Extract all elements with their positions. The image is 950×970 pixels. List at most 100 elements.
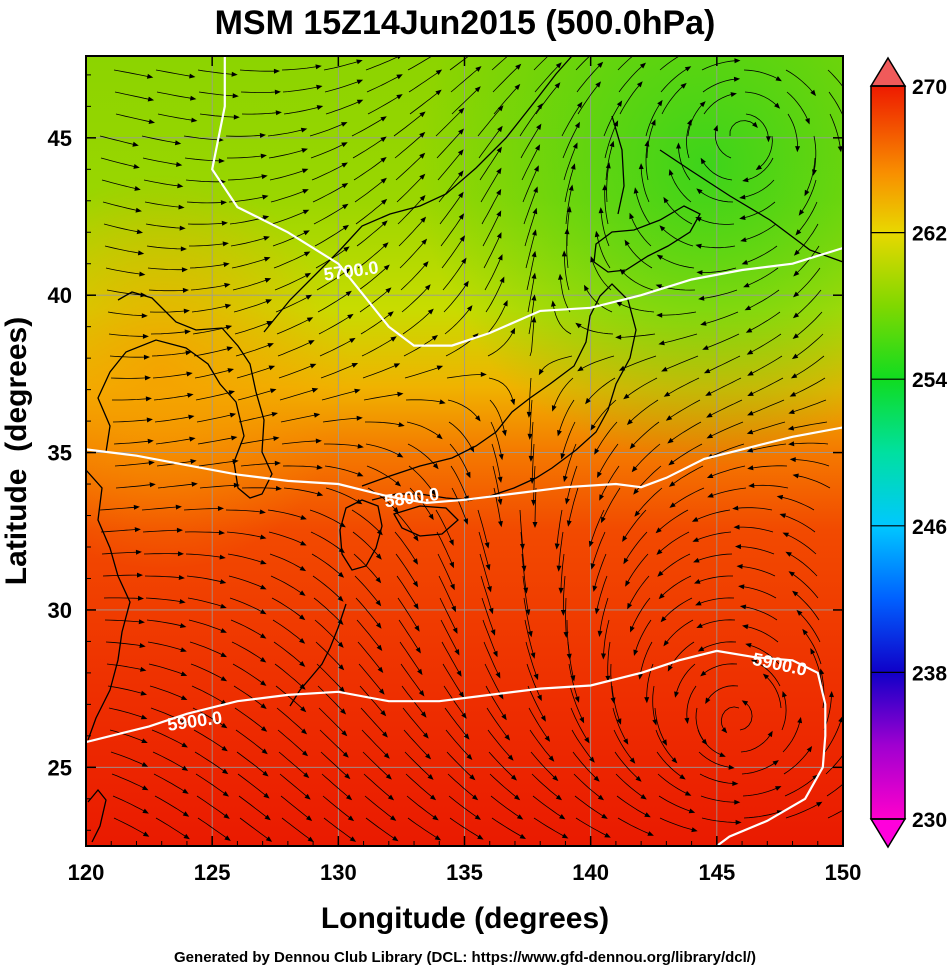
streamline — [267, 129, 303, 137]
streamline — [672, 443, 703, 463]
streamline-arrowhead — [261, 748, 268, 755]
streamline — [590, 509, 605, 543]
streamline-arrowhead — [181, 742, 188, 748]
streamline — [155, 438, 191, 445]
streamline-arrowhead — [644, 140, 650, 147]
x-tick-label: 140 — [572, 860, 609, 885]
streamline-arrowhead — [658, 340, 665, 346]
streamline — [358, 663, 382, 692]
streamline — [152, 373, 188, 379]
streamline-arrowhead — [660, 616, 667, 623]
streamline-arrowhead — [696, 188, 703, 195]
streamline-arrowhead — [342, 203, 349, 210]
streamline — [144, 201, 180, 208]
streamline — [478, 129, 501, 159]
streamline-arrowhead — [705, 391, 712, 396]
streamline-arrowhead — [829, 691, 834, 698]
streamline — [233, 685, 263, 707]
streamline — [620, 333, 656, 338]
streamline-arrowhead — [218, 530, 225, 536]
streamline-arrowhead — [810, 89, 816, 97]
streamline — [813, 135, 817, 171]
streamline — [660, 256, 695, 269]
streamline — [198, 460, 234, 467]
streamline — [637, 487, 663, 514]
streamline — [611, 685, 620, 721]
streamline — [492, 66, 518, 93]
streamline-arrowhead — [337, 571, 345, 578]
streamline — [798, 201, 818, 232]
streamline-arrowhead — [263, 236, 270, 241]
streamline-arrowhead — [412, 558, 418, 565]
streamline-arrowhead — [306, 317, 314, 323]
streamline-arrowhead — [262, 215, 270, 221]
streamline-arrowhead — [182, 287, 189, 293]
streamline — [592, 399, 617, 427]
streamline — [652, 685, 656, 721]
streamline — [450, 68, 478, 93]
streamline-arrowhead — [787, 425, 795, 431]
streamline — [441, 641, 460, 673]
streamline — [743, 811, 779, 819]
streamline-arrowhead — [793, 270, 800, 277]
streamline-arrowhead — [302, 189, 309, 194]
streamline — [439, 597, 456, 630]
streamline-arrowhead — [187, 392, 194, 398]
streamline-arrowhead — [684, 790, 692, 796]
streamline-arrowhead — [700, 670, 707, 677]
streamline-arrowhead — [299, 683, 306, 690]
streamline-arrowhead — [691, 827, 698, 833]
streamline-arrowhead — [457, 149, 464, 156]
streamline-arrowhead — [260, 633, 267, 639]
streamline-arrowhead — [496, 167, 502, 175]
streamline — [482, 619, 496, 653]
streamline — [270, 190, 305, 203]
streamline-arrowhead — [521, 565, 527, 572]
streamline-arrowhead — [233, 482, 240, 488]
streamline — [657, 773, 688, 794]
streamline — [560, 553, 565, 589]
streamline-arrowhead — [510, 398, 516, 406]
streamline-arrowhead — [439, 399, 446, 405]
streamline — [477, 108, 501, 137]
streamline — [486, 707, 508, 737]
streamline — [661, 85, 684, 115]
streamline-arrowhead — [566, 206, 572, 213]
streamline — [144, 575, 181, 578]
streamline — [553, 377, 574, 408]
streamline-arrowhead — [706, 412, 713, 418]
streamline-arrowhead — [225, 325, 233, 330]
streamline-arrowhead — [775, 76, 782, 82]
streamline — [106, 663, 142, 670]
streamline-arrowhead — [457, 170, 464, 177]
streamline-arrowhead — [264, 256, 271, 262]
streamline-arrowhead — [707, 492, 714, 498]
streamline — [397, 198, 423, 225]
streamline-arrowhead — [636, 81, 643, 88]
streamline — [357, 245, 386, 269]
streamline — [491, 443, 501, 479]
streamline — [566, 465, 578, 500]
streamline — [519, 106, 541, 137]
streamline-arrowhead — [392, 835, 399, 842]
streamline-arrowhead — [742, 177, 749, 183]
streamline — [792, 399, 827, 413]
streamline-arrowhead — [146, 417, 153, 423]
streamline-arrowhead — [275, 110, 282, 116]
streamline-arrowhead — [485, 564, 491, 571]
streamline-arrowhead — [668, 169, 674, 176]
streamline-arrowhead — [425, 753, 432, 760]
streamline-arrowhead — [529, 477, 535, 484]
streamline-arrowhead — [304, 272, 312, 278]
streamline-arrowhead — [220, 200, 227, 206]
streamline-arrowhead — [182, 811, 190, 817]
streamline — [699, 218, 735, 225]
streamline-arrowhead — [533, 673, 539, 681]
streamline — [699, 597, 735, 604]
streamline — [524, 212, 536, 247]
streamline — [280, 795, 309, 819]
streamline-arrowhead — [135, 549, 142, 555]
streamline — [782, 721, 801, 753]
streamline-arrowhead — [382, 731, 388, 738]
streamline — [447, 399, 478, 418]
